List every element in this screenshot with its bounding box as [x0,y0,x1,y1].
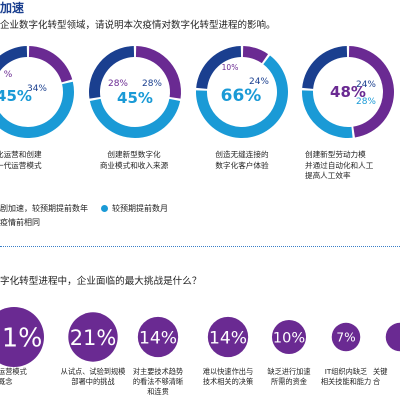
donut-1-slice-2 [0,81,74,138]
bubble-7 [385,322,400,352]
bubble-4-value: 14% [209,328,247,348]
bubble-2 [68,312,118,362]
donut-2-slice-3 [89,46,135,99]
donut-2-slice-1 [135,46,181,99]
donut-3-slice-1 [242,46,269,64]
legend-label-months: 较预期提前数月 [112,204,168,213]
donut-4: 48%28% 24% [302,46,395,138]
donut-2-value-3: 28% [142,79,162,89]
bubble-4 [207,316,249,358]
legend-swatch-months [101,205,108,212]
bubble-1 [0,307,44,367]
donut-4-slice-3 [302,46,348,89]
bubble-label-2: 从试点、试验到规模 部署中的挑战 [60,367,126,386]
donut-1-value-2: 45% [0,87,32,105]
donut-4-slice-1 [348,46,395,138]
bubble-label-7: 关键合 [373,367,388,386]
bubble-label-1: 运营模式 概念 [0,367,27,386]
donut-3-value-3: 24% [249,77,269,87]
donut-2-value-1: 28% [108,79,128,89]
bubble-6 [331,322,361,352]
page-title: 加速 [0,1,25,15]
donut-2-value-2: 45% [117,89,153,107]
donut-2: 28%45%28% [89,46,181,138]
legend-label-same: 疫情前相同 [0,218,40,227]
donut-3-slice-3 [196,46,242,89]
donut-label-4: 创建新型劳动力模 并通过自动化和人工 提高人工效率 [305,150,374,180]
donut-4-slice-2 [302,90,353,138]
legend-label-years: 剧加速，较预期提前数年 [0,204,88,213]
donut-2-slice-2 [89,98,181,138]
donut-1-value-3: 34% [27,84,47,94]
section2-question: 字化转型进程中，企业面临的最大挑战是什么？ [0,276,202,287]
legend-item-months: 较预期提前数月 [101,203,168,214]
bubble-3 [137,316,179,358]
bubble-label-6: IT组织内缺乏 相关技能和能力 [320,367,372,386]
bubble-chart: 31% 21% 14% 14% 10% 7% [0,307,400,367]
donut-3-value-1: 10% [222,63,239,72]
bubble-label-4: 难以快速作出与 技术相关的决策 [202,367,254,386]
bubble-3-value: 14% [139,328,177,348]
donut-1-slice-1 [28,46,73,83]
section-divider [0,246,400,247]
legend-item-years: 剧加速，较预期提前数年 [0,203,88,214]
bubble-label-3: 对主要技术趋势 的看法不够清晰 和连贯 [132,367,184,396]
bubble-2-value: 21% [70,326,117,350]
donut-4-value-3: 24% [356,80,376,90]
bubble-6-value: 7% [336,331,355,345]
donut-1-value-1: % [4,70,13,80]
donut-label-1: 化运营和创建 一代运营模式 [0,150,42,170]
bubble-1-value: 31% [0,324,42,354]
bubble-label-5: 缺乏进行加速 所需的资金 [267,367,311,386]
legend-item-same: 疫情前相同 [0,217,40,228]
bubble-5-value: 10% [273,330,305,346]
donut-charts: %45%34% 28%45%28%10%66%24%48%28%24% [0,46,395,139]
donut-3: 10% 66%24% [196,46,289,139]
donut-label-2: 创建新型数字化 商业模式和收入来源 [99,150,169,170]
bubble-5 [271,319,307,355]
donut-3-value-2: 66% [221,86,262,106]
donut-1-slice-3 [0,46,28,72]
page-subtitle: 企业数字化转型领域，请说明本次疫情对数字化转型进程的影响。 [0,20,276,31]
donut-4-value-2: 28% [356,97,376,107]
donut-label-3: 创造无缝连接的 数字化客户体验 [215,150,269,170]
donut-4-value-1: 48% [330,83,366,101]
donut-1: % 45%34% [0,46,74,138]
